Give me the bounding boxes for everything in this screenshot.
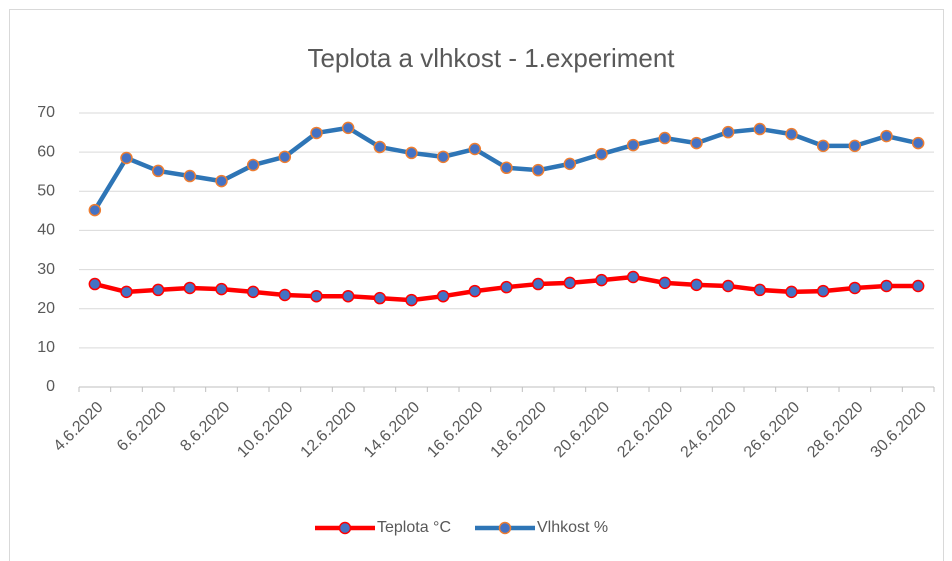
point-marker xyxy=(880,129,893,143)
y-tick-label: 70 xyxy=(37,104,55,121)
point-marker xyxy=(880,279,893,293)
point-marker xyxy=(816,284,830,298)
point-marker xyxy=(215,282,228,296)
point-marker xyxy=(468,142,482,156)
point-marker xyxy=(721,125,735,139)
point-marker xyxy=(468,284,482,298)
point-marker xyxy=(563,276,577,290)
point-marker xyxy=(690,278,703,292)
point-marker xyxy=(341,289,355,303)
point-marker xyxy=(531,163,545,177)
point-marker xyxy=(626,270,640,284)
point-marker xyxy=(753,283,767,297)
point-marker xyxy=(848,281,862,295)
chart-title: Teplota a vlhkost - 1.experiment xyxy=(307,43,675,73)
point-marker xyxy=(373,140,387,154)
point-marker xyxy=(120,151,133,165)
point-marker xyxy=(88,277,102,291)
legend-label: Vlhkost % xyxy=(537,519,608,536)
point-marker xyxy=(310,126,323,140)
point-marker xyxy=(183,169,197,183)
point-marker xyxy=(246,285,260,299)
y-tick-label: 0 xyxy=(46,378,55,395)
point-marker xyxy=(785,285,798,299)
point-marker xyxy=(405,293,418,307)
point-marker xyxy=(341,121,355,135)
point-marker xyxy=(595,273,608,287)
point-marker xyxy=(278,288,292,302)
y-tick-label: 50 xyxy=(37,183,55,200)
point-marker xyxy=(848,139,862,153)
point-marker xyxy=(151,283,165,297)
point-marker xyxy=(278,150,292,164)
y-tick-label: 10 xyxy=(37,339,55,356)
point-marker xyxy=(785,127,798,141)
point-marker xyxy=(405,146,418,160)
point-marker xyxy=(183,281,197,295)
legend-label: Teplota °C xyxy=(377,519,451,536)
legend-marker xyxy=(338,521,352,535)
point-marker xyxy=(690,136,703,150)
point-marker xyxy=(531,277,545,291)
point-marker xyxy=(753,122,767,136)
point-marker xyxy=(658,276,672,290)
point-marker xyxy=(436,289,450,303)
point-marker xyxy=(310,289,323,303)
point-marker xyxy=(436,150,450,164)
point-marker xyxy=(595,147,608,161)
point-marker xyxy=(721,279,735,293)
y-tick-label: 40 xyxy=(37,222,55,239)
y-tick-label: 30 xyxy=(37,261,55,278)
point-marker xyxy=(246,158,260,172)
point-marker xyxy=(911,279,925,293)
point-marker xyxy=(911,136,925,150)
point-marker xyxy=(563,157,577,171)
point-marker xyxy=(120,285,133,299)
point-marker xyxy=(500,280,513,294)
point-marker xyxy=(151,164,165,178)
legend-marker xyxy=(498,521,512,535)
y-tick-label: 60 xyxy=(37,143,55,160)
point-marker xyxy=(88,203,102,217)
point-marker xyxy=(215,174,228,188)
point-marker xyxy=(816,139,830,153)
point-marker xyxy=(658,131,672,145)
point-marker xyxy=(500,161,513,175)
point-marker xyxy=(626,138,640,152)
point-marker xyxy=(373,291,387,305)
y-tick-label: 20 xyxy=(37,300,55,317)
